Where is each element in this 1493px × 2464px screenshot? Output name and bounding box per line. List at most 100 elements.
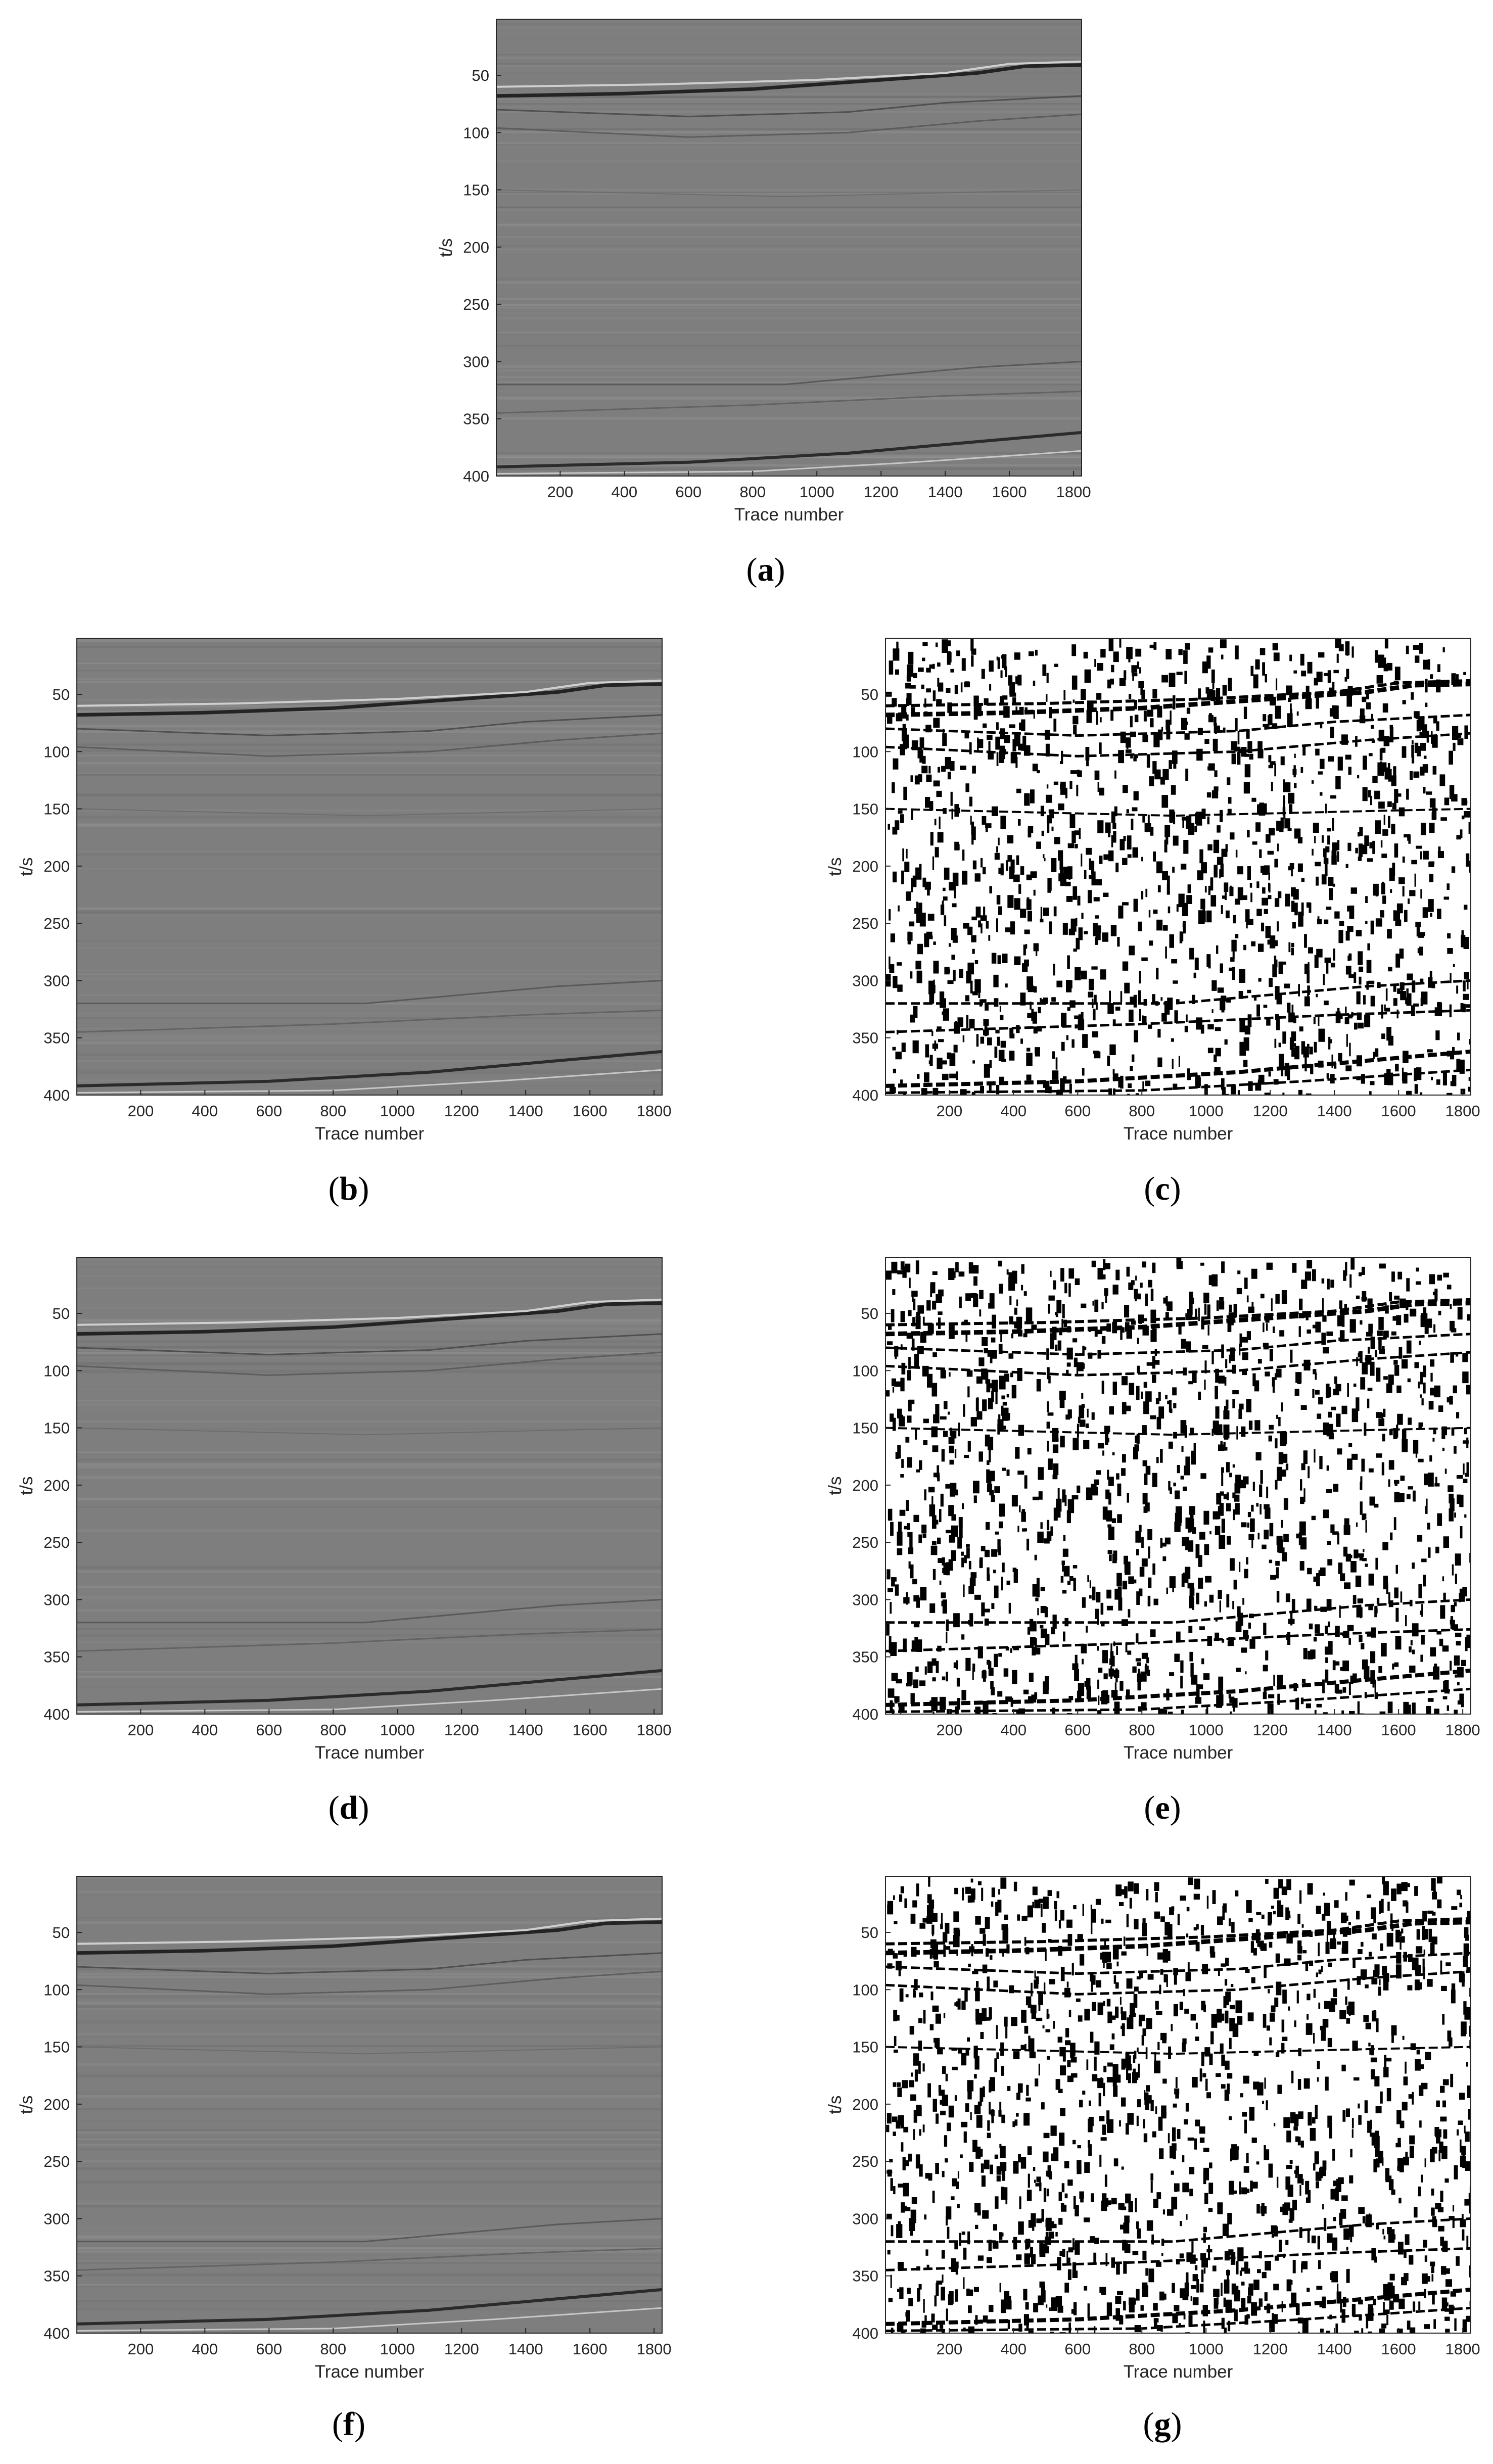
texture-band — [77, 662, 662, 665]
texture-band — [77, 1535, 662, 1537]
caption-d: (d) — [328, 1789, 369, 1826]
texture-band — [77, 762, 662, 765]
horizon-0 — [496, 63, 1082, 98]
x-tick-label: 600 — [1064, 2340, 1091, 2358]
texture-band — [496, 63, 1082, 65]
horizon-5 — [77, 1598, 662, 1624]
binary-horizon-2 — [885, 1952, 1471, 1975]
y-tick-label: 150 — [852, 2039, 878, 2056]
texture-band — [77, 2063, 662, 2066]
texture-band — [77, 2236, 662, 2239]
x-tick-label: 600 — [1064, 1721, 1091, 1739]
texture-band — [77, 1972, 662, 1976]
binary-horizon-2 — [885, 714, 1471, 737]
texture-band — [77, 1041, 662, 1045]
x-tick-label: 1600 — [573, 1721, 608, 1739]
x-tick-label: 1800 — [637, 2340, 672, 2358]
y-tick-label: 150 — [463, 181, 489, 199]
x-tick-label: 400 — [192, 1721, 218, 1739]
texture-band — [77, 1393, 662, 1395]
texture-band — [496, 317, 1082, 320]
x-tick-label: 1400 — [928, 483, 963, 501]
texture-band — [77, 912, 662, 914]
texture-band — [496, 277, 1082, 280]
y-tick-label: 350 — [852, 1029, 878, 1047]
texture-band — [77, 678, 662, 680]
texture-band — [496, 104, 1082, 106]
x-tick-label: 1000 — [800, 483, 834, 501]
texture-band — [496, 144, 1082, 146]
texture-band — [77, 1071, 662, 1074]
texture-band — [77, 2131, 662, 2134]
texture-band — [496, 370, 1082, 372]
y-tick-label: 300 — [463, 353, 489, 370]
texture-band — [77, 1318, 662, 1321]
texture-band — [496, 130, 1082, 133]
plot-area — [496, 19, 1082, 476]
seismic-panel-b: 200 400 600 800 1000 1200 1400 1600 1800 50 100 150… — [10, 634, 672, 1155]
texture-band — [77, 1976, 662, 1978]
texture-band — [77, 1428, 662, 1430]
texture-band — [77, 1628, 662, 1630]
texture-band — [496, 206, 1082, 208]
axes-box — [496, 19, 1082, 477]
texture-band — [496, 311, 1082, 314]
plot-area — [885, 1257, 1471, 1714]
texture-band — [496, 381, 1082, 384]
texture-band — [77, 1593, 662, 1596]
texture-band — [77, 1443, 662, 1444]
x-tick-label: 600 — [256, 1102, 282, 1120]
binary-horizon-3 — [885, 732, 1471, 757]
texture-band — [77, 681, 662, 683]
texture-band — [77, 1877, 662, 1878]
texture-band — [496, 333, 1082, 336]
binary-horizon-3 — [885, 1351, 1471, 1377]
binary-horizon-3 — [885, 1970, 1471, 1996]
texture-band — [77, 2106, 662, 2110]
x-tick-label: 1600 — [992, 483, 1027, 501]
texture-band — [77, 725, 662, 728]
texture-band — [77, 793, 662, 797]
texture-band — [77, 2074, 662, 2077]
texture-band — [77, 1921, 662, 1924]
texture-band — [77, 754, 662, 756]
texture-band — [77, 1403, 662, 1406]
caption-e: (e) — [1144, 1789, 1181, 1826]
binary-horizon-4 — [885, 2046, 1471, 2055]
texture-band — [77, 1628, 662, 1630]
y-tick-label: 150 — [43, 2039, 70, 2056]
y-tick-label: 400 — [43, 1705, 70, 1723]
texture-band — [77, 1352, 662, 1355]
texture-band — [77, 1349, 662, 1351]
y-tick-label: 350 — [852, 2267, 878, 2285]
texture-band — [496, 304, 1082, 306]
y-tick-label: 250 — [852, 915, 878, 932]
x-tick-label: 200 — [936, 1721, 962, 1739]
texture-band — [77, 1386, 662, 1388]
texture-band — [77, 774, 662, 776]
seismic-chart-g: 200 400 600 800 1000 1200 1400 1600 1800 50 100 150… — [825, 1876, 1480, 2382]
texture-band — [77, 2181, 662, 2184]
x-tick-label: 1400 — [1317, 2340, 1352, 2358]
texture-band — [77, 1063, 662, 1066]
texture-band — [496, 206, 1082, 209]
horizon-2 — [496, 95, 1082, 118]
x-tick-label: 600 — [256, 1721, 282, 1739]
texture-band — [77, 1084, 662, 1087]
texture-band — [77, 1013, 662, 1017]
binary-horizon-6 — [885, 2247, 1471, 2271]
texture-band — [77, 2161, 662, 2164]
texture-band — [496, 417, 1082, 419]
texture-band — [496, 193, 1082, 195]
seismic-chart-e: 200 400 600 800 1000 1200 1400 1600 1800 50 100 150… — [825, 1257, 1480, 1763]
y-tick-label: 400 — [852, 2325, 878, 2342]
binary-horizon-1 — [885, 1917, 1471, 1946]
y-tick-label: 300 — [43, 972, 70, 989]
binary-horizon-7 — [885, 2287, 1471, 2326]
texture-band — [496, 103, 1082, 105]
texture-band — [77, 910, 662, 913]
texture-band — [496, 110, 1082, 113]
texture-band — [77, 1413, 662, 1416]
texture-band — [77, 1054, 662, 1056]
texture-band — [77, 1965, 662, 1967]
